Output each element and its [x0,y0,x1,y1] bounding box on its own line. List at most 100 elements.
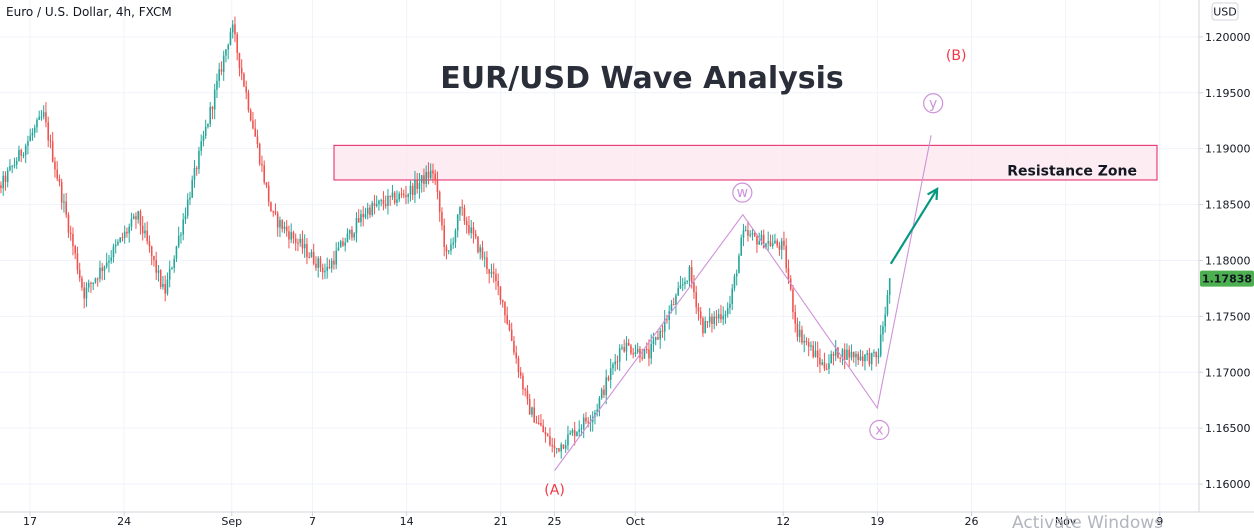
price-tick-label: 1.19000 [1205,143,1251,156]
candle [270,201,272,212]
candle [870,352,873,371]
candle [470,219,472,239]
candle [681,277,684,292]
candle [409,180,412,202]
candle [830,350,832,364]
candle [544,426,547,443]
resistance-zone-rect[interactable] [333,144,1158,181]
candle [396,190,398,207]
candle [38,110,40,120]
candle [342,237,344,247]
candle [798,321,801,343]
candle [531,406,533,418]
candle [355,212,358,243]
candle [247,89,250,113]
candle [294,233,297,251]
candle [274,203,277,216]
candle [227,43,229,60]
candle [425,165,427,188]
candle [191,175,193,199]
candle [553,438,556,458]
candle [738,253,740,274]
wave-label-x: x [875,423,883,439]
time-tick-label: 9 [1156,515,1163,528]
candle [560,442,562,459]
candle [272,210,274,217]
candle [150,245,153,266]
candle [402,189,405,199]
candle [139,209,142,235]
candle [549,427,551,447]
price-axis[interactable]: 1.20000 1.19500 1.19000 1.18500 1.18000 1.175… [1198,0,1254,512]
candle [616,355,619,370]
candle [94,277,97,284]
candle [184,207,187,224]
candle [567,425,569,451]
wave-path-line[interactable] [554,135,932,471]
candle [36,117,38,133]
candle [105,252,108,269]
candle [207,123,209,129]
time-tick-label: 25 [548,515,562,528]
candle [805,337,808,346]
candle [882,321,884,342]
candle [452,237,454,249]
resistance-zone-label: Resistance Zone [1007,164,1137,180]
candle [513,336,515,356]
candle [22,152,25,159]
candle [634,344,637,358]
candle [2,171,4,196]
candle [74,244,76,260]
wave-label-x-marker: x [869,419,890,441]
candle [839,356,841,363]
candle [87,279,90,293]
candle [699,307,702,325]
wave-annotation[interactable] [554,135,932,471]
candle [231,20,234,39]
candle [504,301,506,324]
candle [814,341,817,358]
candle [715,310,718,326]
price-tick-label: 1.19500 [1205,87,1251,100]
candle [202,130,205,147]
candle [623,339,625,353]
candle [373,194,376,215]
candle [90,281,92,293]
candle [173,255,175,273]
candle [238,52,241,77]
time-tick-labels: 17 24 Sep 7 14 21 25 Oct 12 19 26 Nov 9 [23,512,1163,528]
price-tick-label: 1.18000 [1205,254,1251,267]
candle [535,415,538,424]
candle [85,282,88,307]
resistance-zone[interactable]: Resistance Zone [333,144,1158,181]
price-tick-label: 1.16000 [1205,478,1251,491]
projection-arrow-head[interactable] [927,187,939,201]
price-tick-labels: 1.20000 1.19500 1.19000 1.18500 1.18000 1.175… [1199,31,1251,491]
candle [164,275,166,302]
candle [483,251,486,268]
candle [112,243,115,263]
candle [472,221,475,244]
candle [137,210,139,224]
candle [625,336,628,361]
time-axis[interactable]: 17 24 Sep 7 14 21 25 Oct 12 19 26 Nov 9 [0,511,1254,529]
candle [481,240,484,261]
candle [193,159,196,188]
candle [465,216,468,234]
candle [351,226,353,241]
candle [812,341,814,359]
projection-arrow[interactable] [889,187,939,265]
candle [243,72,245,88]
time-tick-label: 12 [776,515,790,528]
candle [405,185,407,205]
candle [346,228,349,243]
candle [418,173,421,199]
projection-arrow-shaft[interactable] [889,188,939,265]
candle [411,182,414,200]
candle [42,105,45,120]
candle [506,306,508,325]
currency-button[interactable]: USD [1211,2,1239,21]
candle [27,135,29,155]
symbol-label[interactable]: Euro / U.S. Dollar, 4h, FXCM [6,5,172,19]
